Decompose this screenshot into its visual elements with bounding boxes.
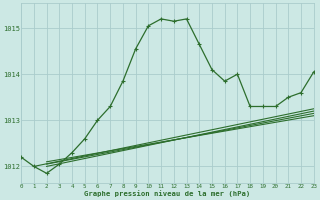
X-axis label: Graphe pression niveau de la mer (hPa): Graphe pression niveau de la mer (hPa) (84, 190, 251, 197)
